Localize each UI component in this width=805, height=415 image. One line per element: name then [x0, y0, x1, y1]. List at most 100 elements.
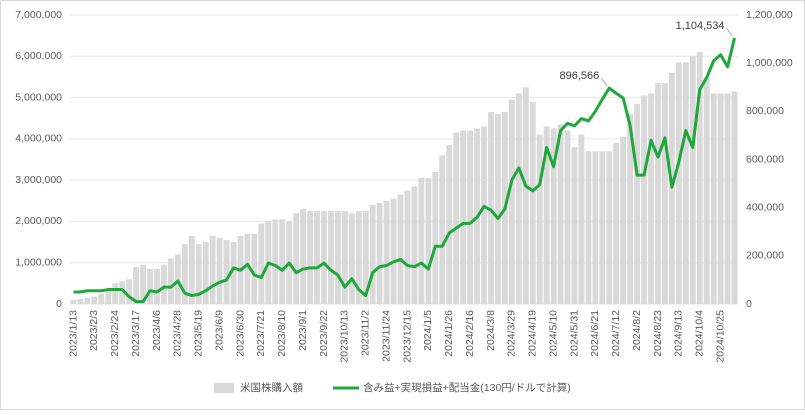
x-tick-label: 2024/4/19 [527, 310, 539, 357]
x-tick-label: 2023/10/13 [339, 310, 351, 363]
bar [167, 258, 174, 304]
x-tick-label: 2024/3/8 [485, 310, 497, 351]
y2-tick-label: 600,000 [746, 153, 784, 165]
bar [703, 76, 710, 304]
bar [105, 291, 112, 304]
bar [495, 114, 501, 304]
bar [293, 213, 300, 304]
bar [529, 101, 536, 304]
bar [230, 242, 237, 304]
bar [174, 254, 181, 304]
bar [675, 62, 682, 304]
bar [641, 95, 647, 304]
bar [126, 279, 133, 304]
bar [557, 124, 564, 305]
bar [362, 211, 369, 304]
bar [613, 142, 620, 304]
bar [181, 244, 188, 304]
bar [77, 299, 84, 304]
bar [209, 235, 216, 304]
bar [251, 233, 258, 304]
bar [258, 223, 265, 304]
x-tick-label: 2023/9/22 [318, 310, 330, 357]
bar [147, 268, 153, 304]
bar [432, 171, 439, 304]
bar [467, 130, 474, 304]
bar [404, 190, 411, 304]
bar [599, 151, 606, 304]
y-tick-label: 3,000,000 [15, 174, 62, 186]
y2-tick-label: 200,000 [746, 250, 784, 262]
y2-tick-label: 0 [746, 298, 752, 310]
x-tick-label: 2024/6/21 [589, 310, 601, 357]
x-tick-label: 2024/10/4 [694, 310, 706, 357]
x-tick-label: 2023/6/30 [234, 310, 246, 357]
bar [154, 268, 160, 304]
bar [564, 130, 571, 304]
bar [689, 56, 696, 305]
y2-tick-label: 1,200,000 [746, 9, 793, 21]
bar [140, 264, 146, 304]
bar [710, 93, 717, 304]
x-tick-label: 2023/2/24 [109, 310, 121, 357]
bar [662, 83, 668, 304]
x-tick-label: 2023/12/15 [401, 310, 413, 363]
x-tick-label: 2024/3/29 [506, 310, 518, 357]
bar [376, 202, 383, 304]
x-tick-label: 2023/3/17 [130, 310, 142, 357]
bar [195, 244, 202, 304]
legend-label: 含み益+実現損益+配当金(130円/ドルで計算) [363, 381, 571, 394]
bar [460, 130, 467, 304]
bar [307, 211, 313, 304]
bar [571, 147, 578, 304]
bar [133, 266, 140, 304]
bar [84, 297, 91, 304]
x-tick-label: 2024/10/25 [714, 310, 726, 363]
y-tick-label: 2,000,000 [15, 215, 62, 227]
x-tick-label: 2023/2/3 [88, 310, 100, 351]
y-tick-label: 7,000,000 [15, 9, 62, 21]
bar [279, 219, 286, 304]
legend-label: 米国株購入額 [240, 381, 303, 394]
x-tick-label: 2023/4/6 [151, 310, 163, 351]
x-tick-label: 2024/9/13 [673, 310, 685, 357]
x-tick-label: 2023/9/1 [297, 310, 309, 351]
bar [488, 112, 494, 305]
bar [481, 126, 487, 304]
bar [348, 213, 355, 304]
bar [536, 134, 543, 304]
bar [550, 128, 557, 304]
bar [223, 240, 230, 304]
bar [508, 99, 515, 304]
x-tick-label: 2024/1/26 [443, 310, 455, 357]
bar [453, 132, 460, 304]
line-series [73, 37, 736, 304]
bar [383, 200, 390, 304]
y-tick-label: 0 [56, 298, 62, 310]
bar [682, 62, 689, 304]
bar [425, 178, 432, 304]
bar [418, 178, 425, 304]
bar [522, 87, 529, 304]
x-tick-label: 2023/6/9 [213, 310, 225, 351]
bar [578, 134, 585, 304]
bar [98, 293, 105, 304]
bar [112, 283, 119, 304]
data-label: 896,566 [560, 70, 600, 82]
bar [724, 93, 731, 304]
bar [216, 237, 223, 304]
bar [515, 93, 522, 304]
x-tick-label: 2024/7/12 [610, 310, 622, 357]
bar [446, 145, 453, 304]
legend-swatch [214, 383, 234, 393]
x-tick-label: 2024/5/10 [547, 310, 559, 357]
bar [592, 151, 599, 304]
bar [341, 211, 348, 304]
bar [655, 83, 661, 304]
x-tick-label: 2024/2/16 [464, 310, 476, 357]
data-label: 1,104,534 [676, 20, 725, 32]
bar [620, 136, 627, 304]
x-tick-label: 2024/8/2 [631, 310, 643, 351]
x-tick-label: 2024/1/5 [422, 310, 434, 351]
